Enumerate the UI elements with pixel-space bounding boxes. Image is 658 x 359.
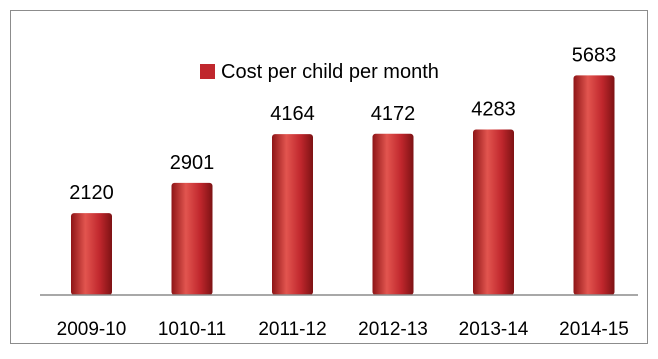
data-label-1010-11: 2901 — [170, 152, 215, 174]
x-tick-label-2011-12: 2011-12 — [258, 319, 326, 340]
bar-2009-10 — [71, 213, 112, 295]
bars-group — [71, 75, 615, 296]
x-tick-label-2012-13: 2012-13 — [358, 319, 428, 340]
bar-2013-14 — [473, 129, 514, 295]
data-label-2012-13: 4172 — [371, 103, 416, 125]
chart-border — [10, 10, 648, 344]
x-tick-label-2014-15: 2014-15 — [559, 319, 629, 340]
legend-swatch — [200, 64, 215, 79]
data-label-2009-10: 2120 — [69, 182, 114, 204]
x-tick-labels-group: 2009-10 1010-11 2011-12 2012-13 2013-14 2014-… — [57, 319, 629, 340]
data-label-2011-12: 4164 — [270, 103, 315, 125]
bar-2014-15 — [573, 75, 615, 296]
data-label-2013-14: 4283 — [471, 99, 516, 121]
data-label-2014-15: 5683 — [572, 44, 617, 66]
legend-label: Cost per child per month — [221, 61, 439, 83]
data-labels-group: 2120 2901 4164 4172 4283 5683 — [69, 44, 616, 204]
bar-1010-11 — [171, 182, 213, 295]
x-tick-label-1010-11: 1010-11 — [158, 319, 226, 340]
bar-2011-12 — [272, 134, 313, 295]
x-tick-label-2013-14: 2013-14 — [459, 319, 529, 340]
bar-2012-13 — [372, 133, 414, 295]
x-tick-label-2009-10: 2009-10 — [57, 319, 127, 340]
legend: Cost per child per month — [200, 61, 439, 83]
